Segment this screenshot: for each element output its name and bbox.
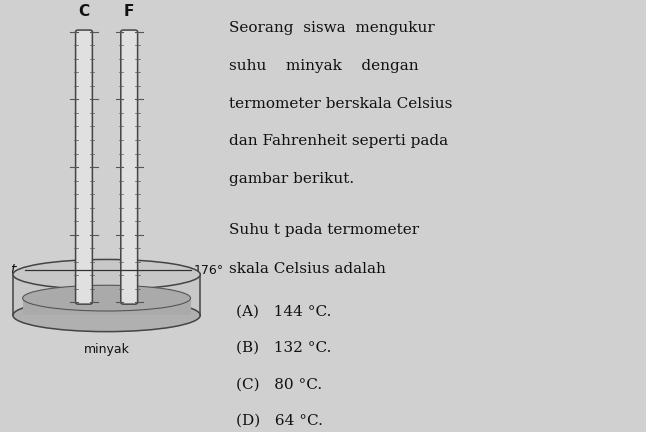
Text: (D)   64 °C.: (D) 64 °C. [236,414,322,428]
Ellipse shape [23,285,191,311]
Text: minyak: minyak [83,343,130,356]
Text: suhu    minyak    dengan: suhu minyak dengan [229,59,419,73]
Text: dan Fahrenheit seperti pada: dan Fahrenheit seperti pada [229,134,448,149]
Ellipse shape [13,260,200,289]
Text: gambar berikut.: gambar berikut. [229,172,355,186]
Text: 176°: 176° [194,264,224,277]
Text: (C)   80 °C.: (C) 80 °C. [236,378,322,391]
Text: C: C [78,4,90,19]
Text: termometer berskala Celsius: termometer berskala Celsius [229,97,453,111]
Polygon shape [13,274,200,315]
Text: (B)   132 °C.: (B) 132 °C. [236,341,331,355]
Text: Seorang  siswa  mengukur: Seorang siswa mengukur [229,21,435,35]
Text: t: t [10,263,16,277]
Text: F: F [124,4,134,19]
FancyBboxPatch shape [121,30,138,304]
Text: (A)   144 °C.: (A) 144 °C. [236,305,331,318]
FancyBboxPatch shape [76,30,92,304]
Text: skala Celsius adalah: skala Celsius adalah [229,262,386,276]
Text: Suhu t pada termometer: Suhu t pada termometer [229,223,419,237]
Ellipse shape [13,299,200,332]
Polygon shape [23,298,191,315]
